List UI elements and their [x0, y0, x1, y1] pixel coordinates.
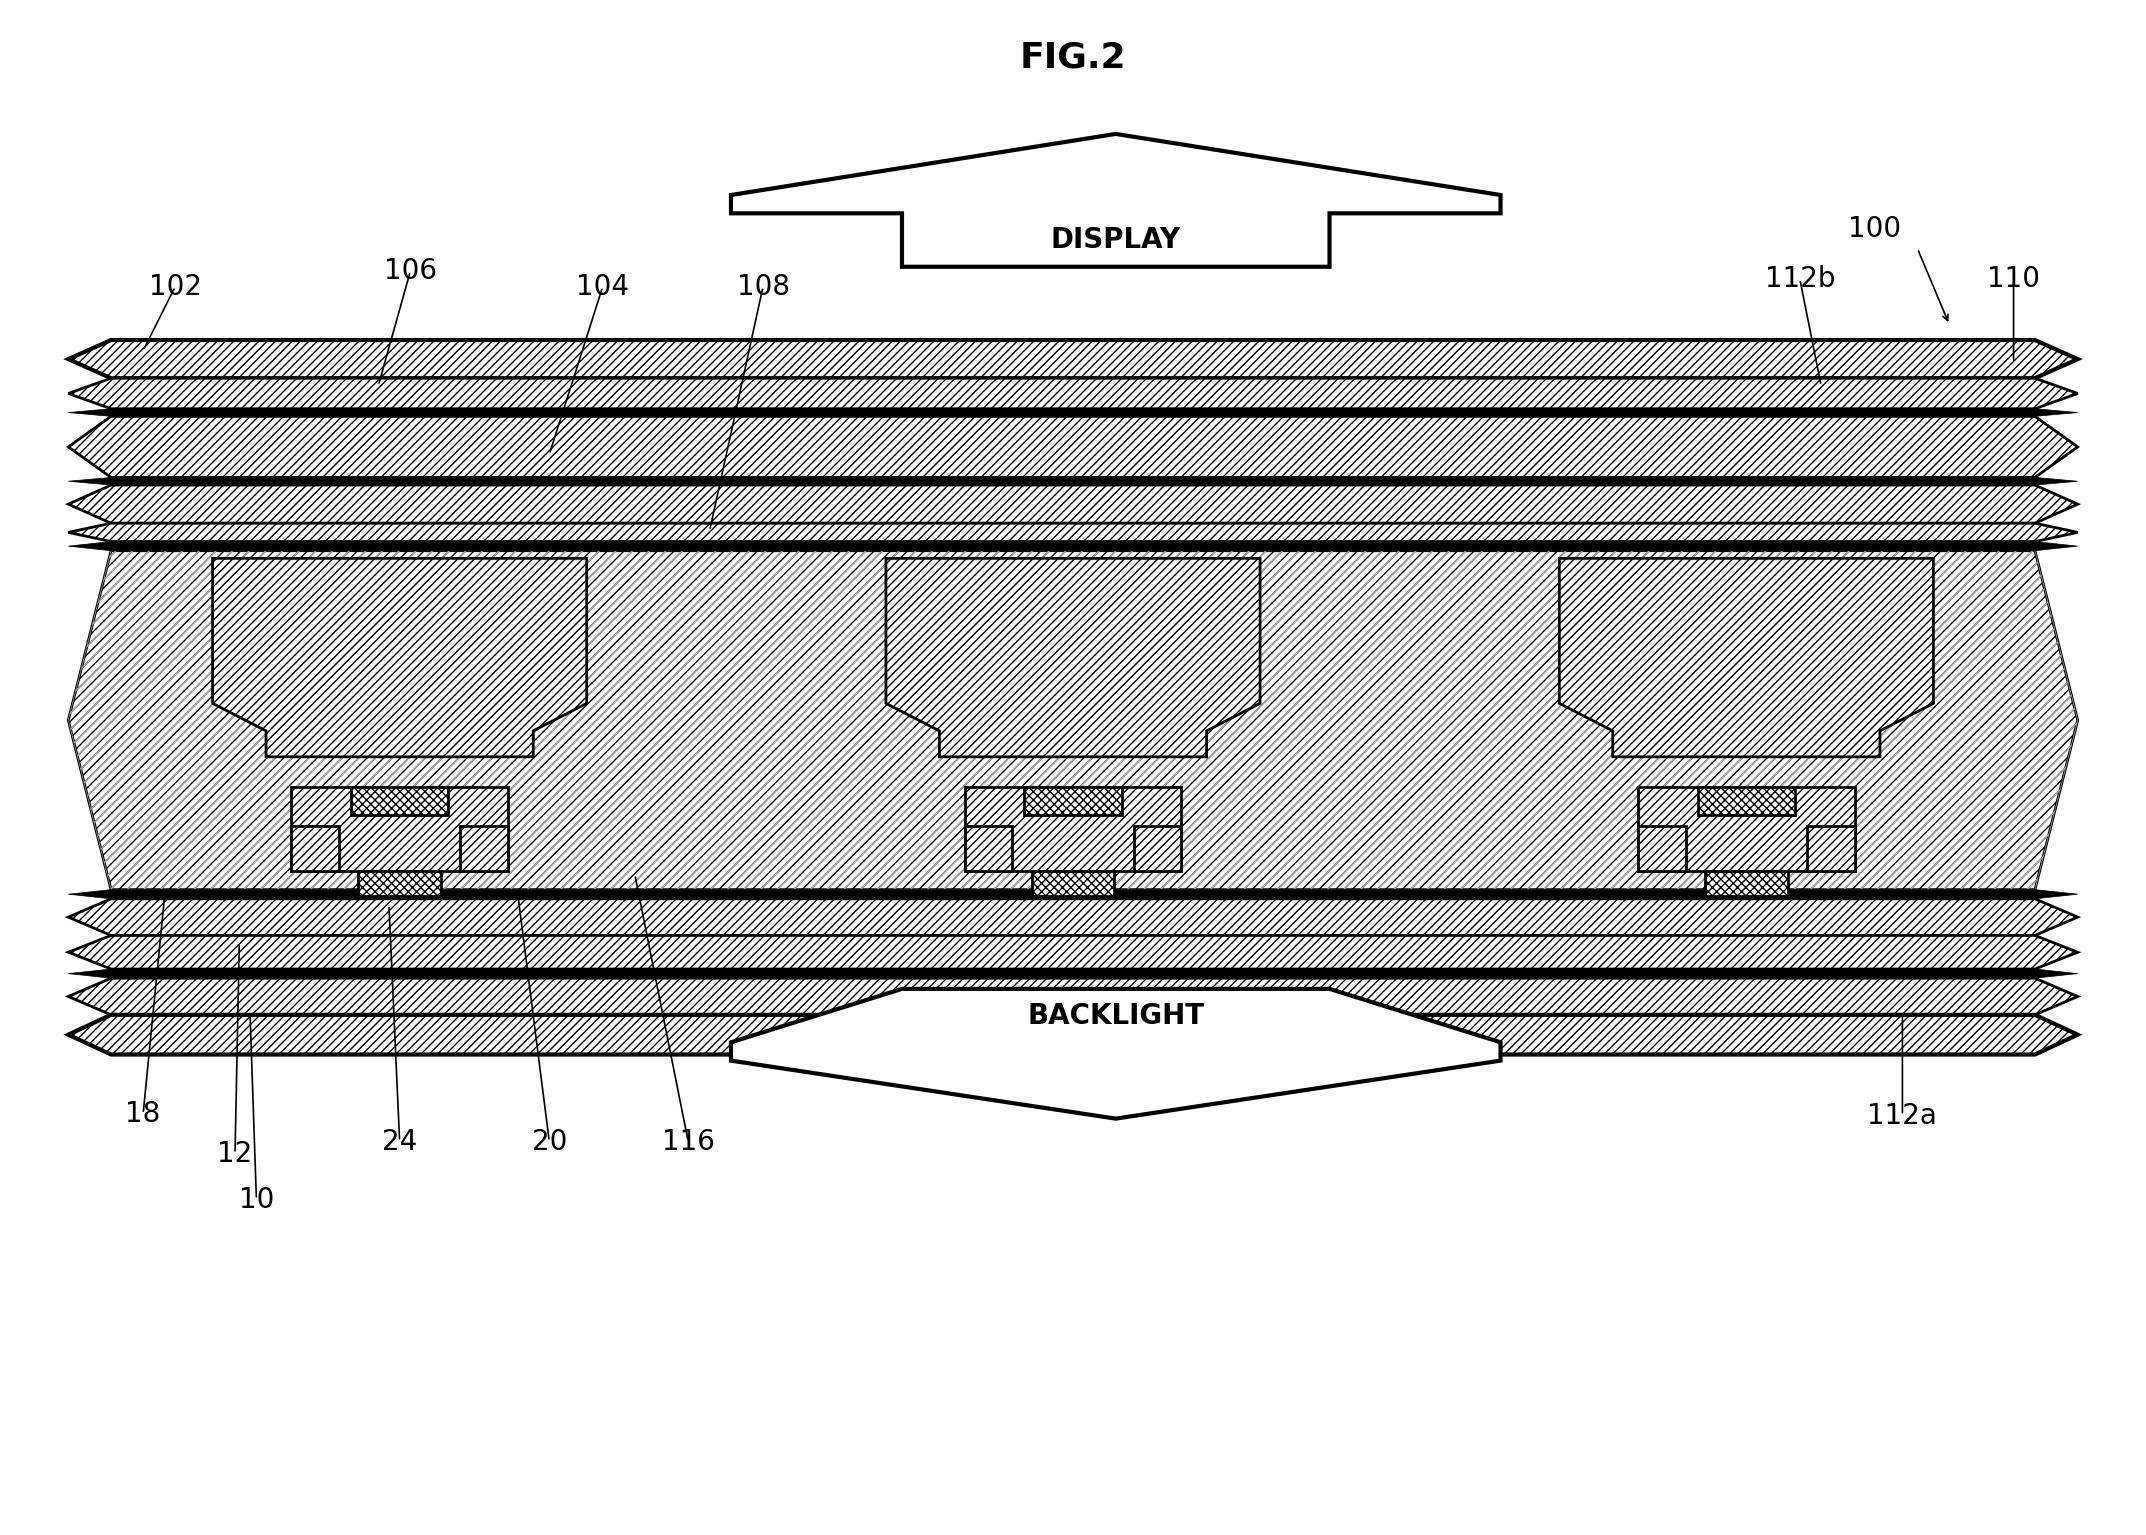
Text: 112a: 112a [1867, 1102, 1938, 1130]
Text: FIG.2: FIG.2 [1019, 40, 1127, 75]
Text: 18: 18 [124, 1101, 161, 1128]
Text: BACKLIGHT: BACKLIGHT [1028, 1001, 1204, 1030]
Polygon shape [964, 826, 1013, 872]
Text: 104: 104 [577, 273, 629, 301]
Polygon shape [358, 872, 440, 896]
Polygon shape [1032, 872, 1114, 896]
Polygon shape [69, 485, 2077, 523]
Polygon shape [1706, 872, 1788, 896]
Polygon shape [1637, 826, 1685, 872]
Text: 110: 110 [1987, 266, 2041, 293]
Polygon shape [1560, 559, 1934, 757]
Polygon shape [1807, 826, 1854, 872]
Polygon shape [1133, 826, 1182, 872]
Polygon shape [69, 341, 2077, 378]
Polygon shape [732, 134, 1500, 267]
Polygon shape [69, 477, 2077, 485]
Polygon shape [964, 787, 1182, 872]
Polygon shape [1697, 787, 1796, 815]
Text: DISPLAY: DISPLAY [1052, 226, 1180, 253]
Text: 108: 108 [736, 273, 790, 301]
Polygon shape [69, 935, 2077, 969]
Polygon shape [69, 969, 2077, 978]
Polygon shape [292, 826, 339, 872]
Polygon shape [350, 787, 449, 815]
Polygon shape [732, 989, 1500, 1119]
Polygon shape [69, 523, 2077, 542]
Polygon shape [69, 1015, 2077, 1055]
Text: 24: 24 [382, 1128, 416, 1156]
Polygon shape [69, 978, 2077, 1015]
Polygon shape [69, 900, 2077, 935]
Polygon shape [461, 826, 509, 872]
Text: 102: 102 [148, 273, 202, 301]
Polygon shape [69, 890, 2077, 900]
Polygon shape [212, 559, 586, 757]
Polygon shape [886, 559, 1260, 757]
Text: 12: 12 [217, 1141, 253, 1168]
Polygon shape [292, 787, 509, 872]
Text: 20: 20 [532, 1128, 567, 1156]
Text: 106: 106 [384, 258, 438, 286]
Polygon shape [69, 551, 2077, 890]
Polygon shape [69, 378, 2077, 408]
Polygon shape [69, 542, 2077, 551]
Text: 112b: 112b [1764, 266, 1835, 293]
Polygon shape [1637, 787, 1854, 872]
Polygon shape [69, 416, 2077, 477]
Text: 100: 100 [1848, 215, 1901, 243]
Polygon shape [69, 408, 2077, 416]
Polygon shape [1024, 787, 1122, 815]
Text: 10: 10 [238, 1185, 275, 1214]
Text: 116: 116 [661, 1128, 715, 1156]
